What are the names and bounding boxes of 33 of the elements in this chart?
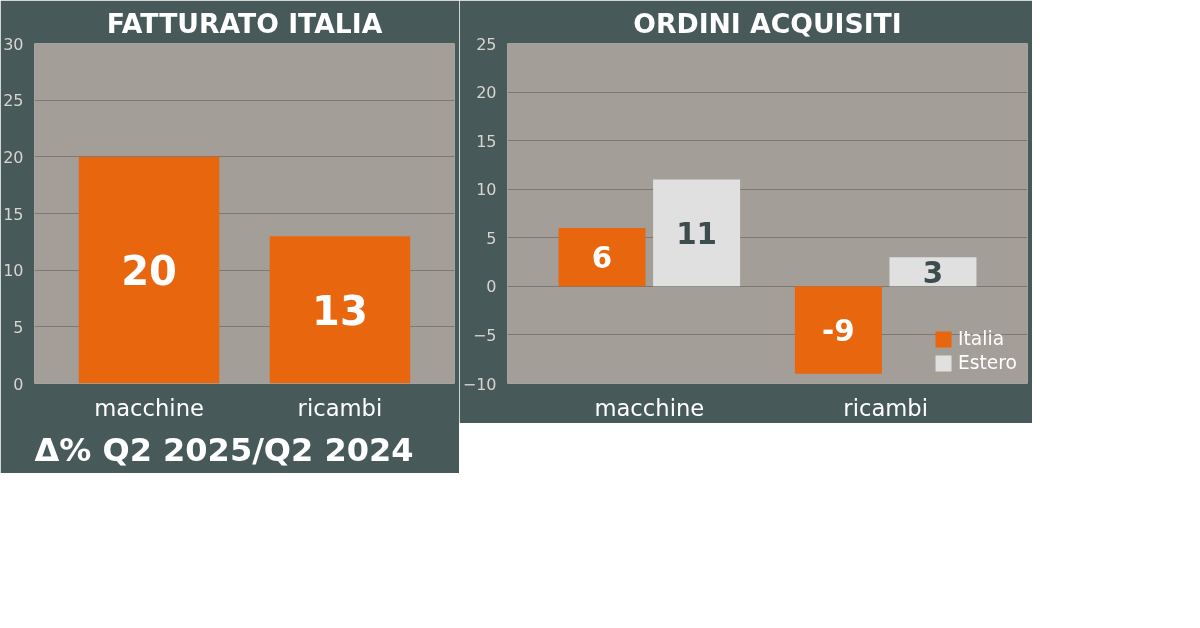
bar <box>794 286 882 374</box>
y-tick-label: 15 <box>476 131 497 151</box>
legend-label: Italia <box>958 328 1005 349</box>
y-tick-label: −10 <box>462 374 497 394</box>
y-tick-label: 30 <box>3 34 24 54</box>
y-tick-label: 25 <box>476 34 497 54</box>
data-label: 6 <box>591 241 613 276</box>
y-tick-label: −5 <box>472 325 497 345</box>
y-tick-label: 5 <box>13 317 24 337</box>
y-tick-label: 10 <box>3 261 24 281</box>
y-tick-label: 5 <box>486 228 497 248</box>
data-label: -9 <box>822 314 855 349</box>
bar <box>653 179 741 287</box>
y-tick-label: 0 <box>13 374 24 394</box>
x-tick-label: macchine <box>94 394 204 421</box>
x-tick-label: ricambi <box>843 394 929 421</box>
data-label: 11 <box>676 216 718 251</box>
data-label: 3 <box>922 255 944 290</box>
y-tick-label: 20 <box>476 83 497 103</box>
text: Δ% Q2 2025/Q2 2024 <box>34 430 414 469</box>
y-tick-label: 25 <box>3 91 24 111</box>
y-tick-label: 20 <box>3 147 24 167</box>
chart-title: FATTURATO ITALIA <box>106 7 383 39</box>
legend-label: Estero <box>958 352 1017 373</box>
data-label: 20 <box>121 248 177 295</box>
data-label: 13 <box>312 287 368 334</box>
y-tick-label: 0 <box>486 277 497 297</box>
bar <box>558 228 646 287</box>
y-tick-label: 15 <box>3 204 24 224</box>
x-tick-label: ricambi <box>297 394 383 421</box>
chart-title: ORDINI ACQUISITI <box>633 7 902 39</box>
y-tick-label: 10 <box>476 180 497 200</box>
x-tick-label: macchine <box>594 394 705 421</box>
